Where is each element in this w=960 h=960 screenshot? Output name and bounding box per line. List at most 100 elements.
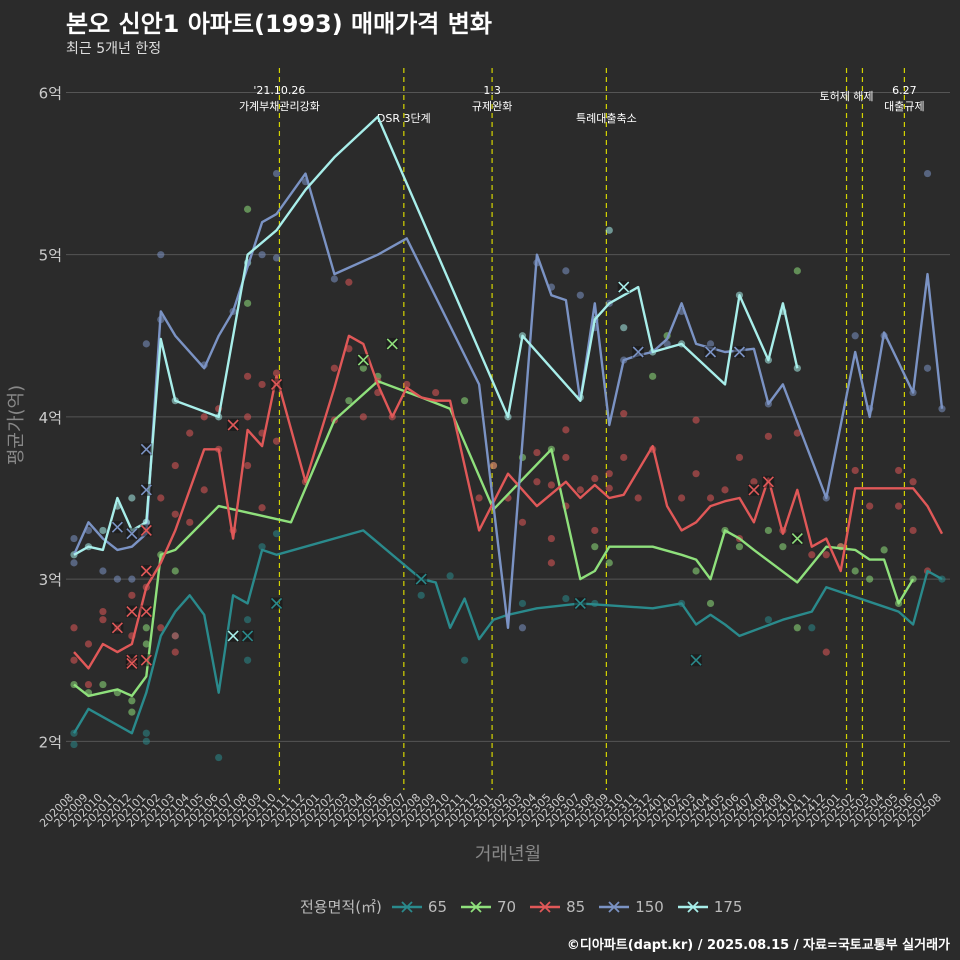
legend-swatch <box>677 900 708 913</box>
scatter-point <box>99 680 107 689</box>
scatter-point <box>620 453 628 462</box>
chart-subtitle: 최근 5개년 한정 <box>66 41 162 57</box>
scatter-point <box>547 481 556 489</box>
legend-items: 65 70 85 150 175 <box>390 898 755 916</box>
scatter-point <box>692 470 700 478</box>
scatter-point <box>793 624 801 632</box>
legend: 전용면적(㎡) 65 70 85 150 175 <box>300 896 754 917</box>
scatter-point <box>330 275 338 283</box>
scatter-point <box>605 484 613 492</box>
scatter-point <box>562 267 570 275</box>
scatter-point <box>157 251 165 259</box>
scatter-point <box>186 518 194 526</box>
legend-label: 175 <box>713 897 743 916</box>
scatter-point <box>605 559 613 567</box>
x-marker <box>415 573 427 585</box>
scatter-point <box>99 616 107 624</box>
x-marker <box>632 346 644 358</box>
scatter-point <box>692 567 700 575</box>
scatter-point <box>70 656 78 664</box>
x-marker <box>140 524 152 537</box>
series-line-70 <box>73 380 915 698</box>
scatter-point <box>142 624 150 632</box>
x-marker <box>733 346 746 358</box>
scatter-point <box>272 254 281 262</box>
scatter-point <box>895 466 903 475</box>
scatter-point <box>620 410 628 418</box>
scatter-point <box>432 388 440 397</box>
legend-item-150: 150 <box>597 898 664 916</box>
scatter-point <box>779 543 787 551</box>
scatter-point <box>533 448 541 457</box>
scatter-point <box>909 526 917 535</box>
x-marker <box>270 597 283 610</box>
scatter-point <box>562 594 570 603</box>
event-label: '21.10.26 <box>253 84 305 97</box>
scatter-point <box>99 607 107 616</box>
scatter-point <box>866 502 874 510</box>
legend-label: 65 <box>427 897 447 916</box>
legend-item-70: 70 <box>459 898 516 916</box>
scatter-point <box>706 599 715 608</box>
scatter-point <box>171 510 179 518</box>
legend-swatch <box>599 900 630 913</box>
scatter-point <box>171 632 179 640</box>
scatter-point <box>200 413 208 421</box>
x-marker <box>140 565 152 577</box>
scatter-point <box>128 591 136 599</box>
scatter-point <box>244 461 252 470</box>
scatter-point <box>128 494 136 502</box>
scatter-point <box>70 559 78 567</box>
scatter-point <box>99 526 107 535</box>
legend-label: 150 <box>635 897 664 916</box>
scatter-point <box>244 372 252 380</box>
scatter-point <box>244 616 252 624</box>
x-marker <box>111 521 123 533</box>
scatter-point <box>461 656 469 664</box>
scatter-point <box>909 478 917 486</box>
scatter-point <box>70 740 78 749</box>
scatter-point <box>244 205 252 213</box>
scatter-point <box>157 624 165 632</box>
scatter-point <box>576 291 584 299</box>
scatter-point <box>518 599 527 608</box>
scatter-point <box>461 397 469 405</box>
scatter-point <box>128 697 136 705</box>
scatter-point <box>591 526 599 535</box>
scatter-point <box>244 656 252 664</box>
scatter-point <box>735 453 744 462</box>
scatter-point <box>359 364 367 372</box>
legend-swatch <box>391 900 422 913</box>
scatter-point <box>186 429 194 437</box>
legend-label: 70 <box>497 897 517 916</box>
x-marker <box>690 654 702 666</box>
x-marker <box>242 630 254 642</box>
series-line-150 <box>72 172 944 629</box>
scatter-point <box>750 478 758 486</box>
x-marker <box>748 484 760 496</box>
scatter-point <box>793 267 801 275</box>
scatter-point <box>880 546 888 554</box>
event-label: 6.27 <box>892 84 917 97</box>
event-label: 대출규제 <box>884 100 924 113</box>
x-marker <box>357 354 369 366</box>
scatter-point <box>244 413 252 421</box>
x-marker <box>140 443 152 455</box>
scatter-point <box>142 340 150 348</box>
scatter-point <box>272 369 281 377</box>
y-tick-label: 3억 <box>39 571 62 589</box>
x-marker <box>126 605 138 618</box>
legend-item-175: 175 <box>676 897 743 916</box>
legend-swatch <box>530 900 561 913</box>
scatter-point <box>793 364 801 372</box>
event-label: 규제완화 <box>472 100 512 113</box>
x-marker <box>140 484 152 496</box>
scatter-point <box>142 737 150 745</box>
scatter-point <box>562 426 570 434</box>
y-tick-label: 5억 <box>39 247 62 265</box>
scatter-point <box>605 226 613 234</box>
scatter-point <box>923 364 932 372</box>
scatter-point <box>157 494 165 502</box>
scatter-point <box>764 616 773 624</box>
scatter-point <box>576 486 584 494</box>
